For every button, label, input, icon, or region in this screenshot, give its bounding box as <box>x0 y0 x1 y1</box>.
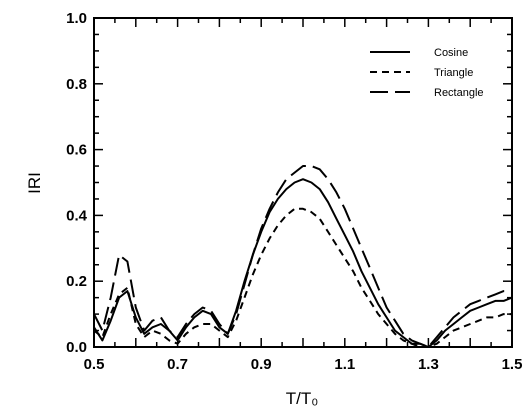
series-line-cosine <box>94 178 512 347</box>
legend: Cosine Triangle Rectangle <box>370 47 484 99</box>
y-tick-label: 0.0 <box>66 339 87 356</box>
legend-label-rectangle: Rectangle <box>434 87 484 99</box>
y-tick-label: 0.4 <box>66 207 88 224</box>
y-tick-label: 0.8 <box>66 76 87 93</box>
y-tick-label: 0.6 <box>66 142 87 159</box>
x-tick-label: 1.3 <box>418 356 439 373</box>
axis-ticks <box>93 17 513 348</box>
x-tick-label: 1.1 <box>334 356 355 373</box>
series-line-rectangle <box>94 165 512 347</box>
tick-labels: 0.5 0.7 0.9 1.1 1.3 1.5 0.0 0.2 0.4 0.6 0.8 1.0 <box>66 10 522 373</box>
x-tick-label: 0.5 <box>84 356 105 373</box>
y-axis-label: IRI <box>25 172 44 194</box>
x-tick-label: 0.9 <box>251 356 272 373</box>
x-tick-label: 0.7 <box>167 356 188 373</box>
x-axis-label: T/T₀ <box>286 389 319 408</box>
y-tick-label: 0.2 <box>66 273 87 290</box>
series-line-triangle <box>94 207 512 347</box>
legend-label-cosine: Cosine <box>434 47 468 59</box>
y-tick-label: 1.0 <box>66 10 87 27</box>
series-lines <box>94 165 512 347</box>
x-tick-label: 1.5 <box>502 356 523 373</box>
legend-label-triangle: Triangle <box>434 67 473 79</box>
